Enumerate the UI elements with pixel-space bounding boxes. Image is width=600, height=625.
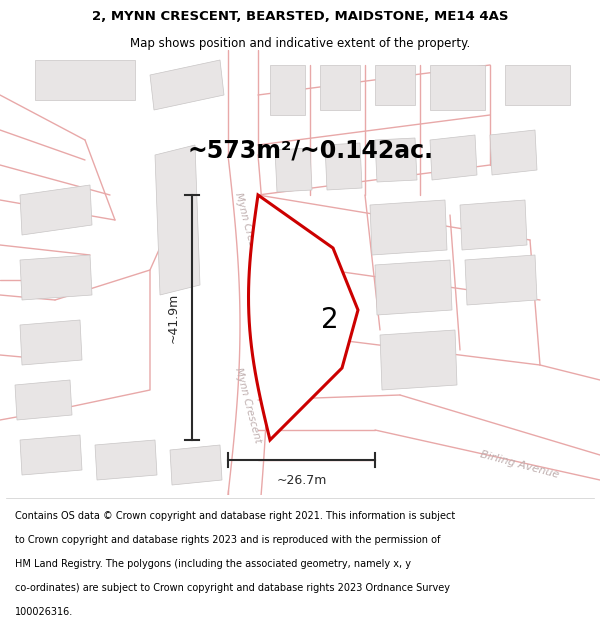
Polygon shape [275,148,312,192]
Polygon shape [20,185,92,235]
Polygon shape [375,260,452,315]
Polygon shape [325,143,362,190]
Polygon shape [95,440,157,480]
Polygon shape [270,65,305,115]
Polygon shape [320,65,360,110]
Polygon shape [375,138,417,182]
Text: Contains OS data © Crown copyright and database right 2021. This information is : Contains OS data © Crown copyright and d… [15,511,455,521]
Text: Mynn Crescent: Mynn Crescent [233,191,263,269]
Text: Map shows position and indicative extent of the property.: Map shows position and indicative extent… [130,38,470,51]
Polygon shape [460,200,527,250]
Polygon shape [375,65,415,105]
Text: ~26.7m: ~26.7m [277,474,326,487]
Text: Mynn Crescent: Mynn Crescent [233,366,263,444]
Text: 2: 2 [321,306,339,334]
Polygon shape [430,65,485,110]
Polygon shape [248,195,358,440]
Polygon shape [465,255,537,305]
Text: HM Land Registry. The polygons (including the associated geometry, namely x, y: HM Land Registry. The polygons (includin… [15,559,411,569]
Text: 100026316.: 100026316. [15,607,73,617]
Polygon shape [170,445,222,485]
Text: 2, MYNN CRESCENT, BEARSTED, MAIDSTONE, ME14 4AS: 2, MYNN CRESCENT, BEARSTED, MAIDSTONE, M… [92,10,508,23]
Polygon shape [370,200,447,255]
Polygon shape [20,255,92,300]
Polygon shape [20,435,82,475]
Polygon shape [20,320,82,365]
Polygon shape [150,60,224,110]
Polygon shape [380,330,457,390]
Text: Birling Avenue: Birling Avenue [479,449,560,481]
Polygon shape [430,135,477,180]
Polygon shape [505,65,570,105]
Text: co-ordinates) are subject to Crown copyright and database rights 2023 Ordnance S: co-ordinates) are subject to Crown copyr… [15,582,450,592]
Text: ~41.9m: ~41.9m [167,292,180,342]
Polygon shape [490,130,537,175]
Polygon shape [35,60,135,100]
Text: to Crown copyright and database rights 2023 and is reproduced with the permissio: to Crown copyright and database rights 2… [15,534,440,544]
Polygon shape [15,380,72,420]
Polygon shape [155,145,200,295]
Text: ~573m²/~0.142ac.: ~573m²/~0.142ac. [187,138,433,162]
